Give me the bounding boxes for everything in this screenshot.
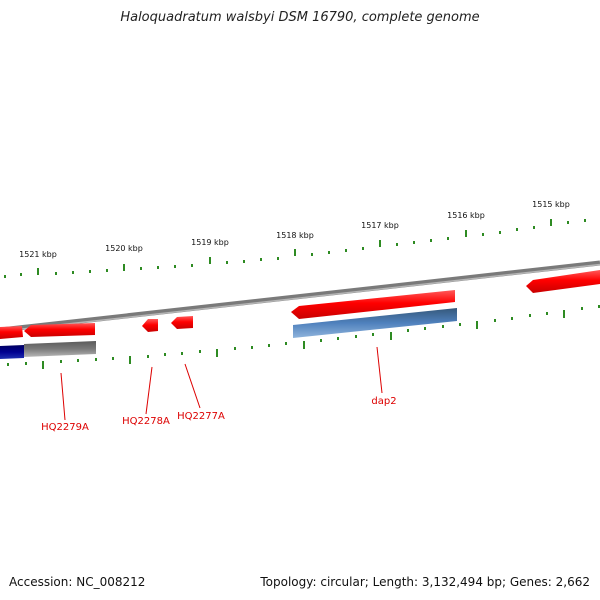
- outer-tick-minor-marks: [4, 219, 586, 278]
- inner-tick-track: [7, 305, 600, 369]
- cds-block: [293, 308, 457, 338]
- cds-block: [0, 345, 24, 359]
- gene-label-hq2278a: HQ2278A: [122, 416, 170, 427]
- gene-arrow: [142, 319, 158, 332]
- tick-label: 1516 kbp: [447, 211, 485, 220]
- gene-labels: HQ2279A HQ2278A HQ2277A dap2: [41, 346, 397, 433]
- gene-label-hq2277a: HQ2277A: [177, 411, 225, 422]
- accession-text: Accession: NC_008212: [9, 575, 146, 589]
- gene-arrow: [0, 326, 23, 339]
- gene-arrow: [291, 290, 455, 319]
- gene-arrow: [171, 316, 193, 329]
- label-leader: [184, 363, 201, 409]
- tick-label: 1520 kbp: [105, 244, 143, 253]
- gene-label-hq2279a: HQ2279A: [41, 422, 89, 433]
- tick-label: 1515 kbp: [532, 200, 570, 209]
- outer-tick-major-marks: [37, 219, 552, 275]
- label-leader: [376, 346, 383, 394]
- tick-label: 1519 kbp: [191, 238, 229, 247]
- cds-features: [0, 308, 457, 359]
- outer-tick-track: 1521 kbp 1520 kbp 1519 kbp 1518 kbp 1517…: [4, 200, 586, 278]
- gene-arrow: [24, 323, 95, 337]
- label-leader: [60, 372, 66, 421]
- cds-block: [24, 341, 96, 357]
- tick-label: 1517 kbp: [361, 221, 399, 230]
- gene-label-dap2: dap2: [371, 396, 396, 407]
- label-leader: [145, 366, 153, 415]
- tick-label: 1521 kbp: [19, 250, 57, 259]
- genome-summary-text: Topology: circular; Length: 3,132,494 bp…: [260, 575, 590, 589]
- genome-backbone: [0, 260, 600, 333]
- gene-arrow: [526, 270, 600, 293]
- forward-strand-genes: [0, 270, 600, 339]
- map-title: Haloquadratum walsbyi DSM 16790, complet…: [120, 10, 480, 25]
- tick-label: 1518 kbp: [276, 231, 314, 240]
